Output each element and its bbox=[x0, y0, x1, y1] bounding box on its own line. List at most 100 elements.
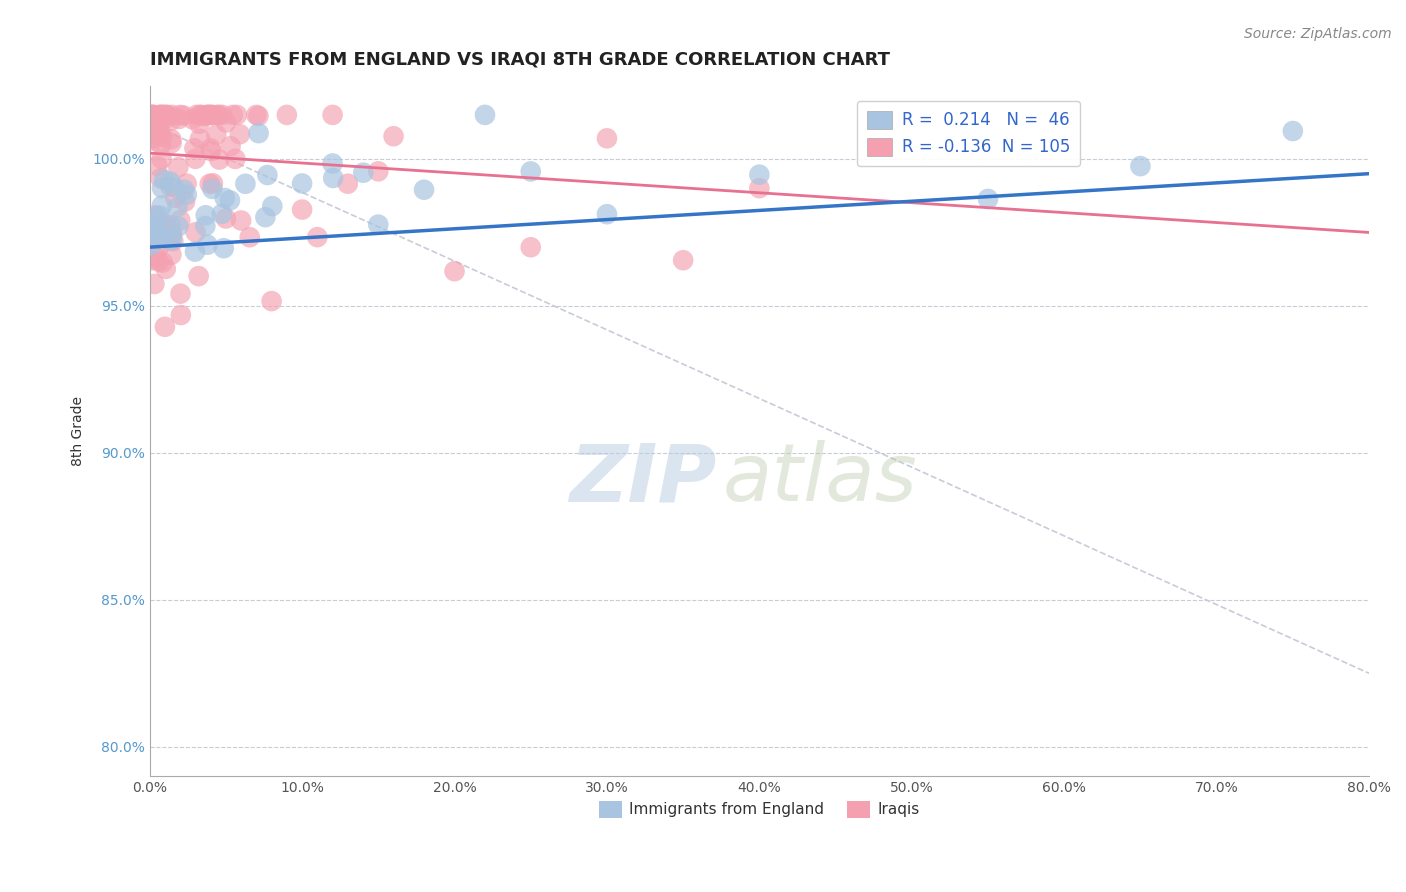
Point bbox=[256, 168, 278, 182]
Point bbox=[165, 191, 187, 205]
Point bbox=[181, 112, 204, 127]
Point bbox=[201, 108, 224, 122]
Point bbox=[156, 111, 179, 125]
Point bbox=[197, 108, 219, 122]
Point bbox=[156, 108, 179, 122]
Point bbox=[214, 191, 236, 205]
Point bbox=[139, 253, 162, 268]
Point bbox=[247, 126, 270, 140]
Point bbox=[208, 153, 231, 167]
Point bbox=[146, 229, 169, 244]
Point bbox=[143, 208, 166, 222]
Text: atlas: atlas bbox=[723, 440, 918, 518]
Point bbox=[184, 152, 207, 166]
Point bbox=[201, 177, 224, 191]
Point bbox=[672, 253, 695, 268]
Point bbox=[197, 108, 219, 122]
Point bbox=[149, 209, 172, 223]
Point bbox=[195, 237, 218, 252]
Point bbox=[145, 251, 167, 265]
Point bbox=[142, 124, 165, 138]
Point bbox=[160, 108, 183, 122]
Point bbox=[322, 156, 344, 170]
Point bbox=[150, 220, 173, 235]
Point bbox=[159, 218, 181, 232]
Point bbox=[143, 221, 166, 235]
Point bbox=[307, 230, 329, 244]
Point bbox=[201, 108, 224, 122]
Point bbox=[382, 129, 405, 144]
Point bbox=[413, 183, 436, 197]
Point bbox=[167, 219, 190, 234]
Point bbox=[149, 108, 172, 122]
Point bbox=[166, 200, 188, 214]
Point bbox=[159, 175, 181, 189]
Point bbox=[174, 194, 197, 209]
Point bbox=[172, 108, 194, 122]
Point bbox=[443, 264, 465, 278]
Point bbox=[163, 180, 186, 194]
Point bbox=[149, 231, 172, 245]
Point bbox=[222, 108, 245, 122]
Point bbox=[143, 277, 166, 291]
Legend: Immigrants from England, Iraqis: Immigrants from England, Iraqis bbox=[592, 795, 927, 824]
Point bbox=[176, 177, 198, 191]
Point bbox=[276, 108, 298, 122]
Point bbox=[198, 177, 221, 191]
Point bbox=[245, 108, 267, 122]
Point bbox=[235, 177, 257, 191]
Point bbox=[160, 230, 183, 244]
Point bbox=[139, 238, 162, 252]
Point bbox=[156, 108, 179, 122]
Point bbox=[291, 202, 314, 217]
Point bbox=[153, 319, 176, 334]
Point bbox=[229, 213, 252, 227]
Text: IMMIGRANTS FROM ENGLAND VS IRAQI 8TH GRADE CORRELATION CHART: IMMIGRANTS FROM ENGLAND VS IRAQI 8TH GRA… bbox=[149, 51, 890, 69]
Point bbox=[167, 160, 190, 174]
Point bbox=[160, 227, 183, 241]
Point bbox=[226, 108, 249, 122]
Point bbox=[474, 108, 496, 122]
Point bbox=[224, 152, 246, 166]
Point bbox=[207, 108, 229, 122]
Point bbox=[167, 112, 190, 126]
Y-axis label: 8th Grade: 8th Grade bbox=[72, 396, 86, 466]
Point bbox=[211, 207, 233, 221]
Point bbox=[212, 241, 235, 255]
Point bbox=[170, 308, 193, 322]
Point bbox=[169, 213, 191, 227]
Point bbox=[141, 108, 163, 122]
Point bbox=[152, 108, 174, 122]
Point bbox=[205, 128, 228, 142]
Point bbox=[155, 261, 177, 276]
Point bbox=[219, 194, 242, 208]
Point bbox=[1129, 159, 1152, 173]
Point bbox=[291, 177, 314, 191]
Point bbox=[519, 240, 541, 254]
Point bbox=[139, 214, 162, 228]
Point bbox=[148, 254, 170, 268]
Point bbox=[194, 208, 217, 222]
Point bbox=[150, 108, 173, 122]
Point bbox=[188, 108, 211, 122]
Point bbox=[149, 124, 172, 138]
Point bbox=[160, 136, 183, 150]
Point bbox=[155, 217, 177, 231]
Point bbox=[262, 199, 284, 213]
Point bbox=[176, 187, 198, 202]
Point bbox=[146, 119, 169, 133]
Point bbox=[159, 234, 181, 248]
Point bbox=[150, 130, 173, 145]
Point bbox=[193, 109, 215, 123]
Point bbox=[367, 218, 389, 232]
Point bbox=[150, 137, 173, 152]
Point bbox=[201, 182, 224, 196]
Point bbox=[141, 131, 163, 145]
Point bbox=[142, 219, 165, 233]
Point bbox=[215, 211, 238, 226]
Point bbox=[150, 152, 173, 166]
Point bbox=[336, 177, 359, 191]
Point bbox=[1282, 124, 1305, 138]
Point bbox=[142, 108, 165, 122]
Point bbox=[186, 108, 208, 122]
